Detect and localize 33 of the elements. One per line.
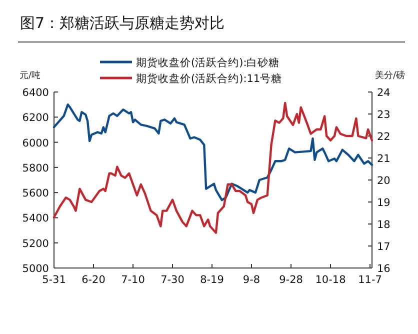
x-tick-label: 6-20 <box>82 274 106 286</box>
x-tick-label: 11-7 <box>358 274 382 286</box>
y2-tick-label: 18 <box>377 219 390 231</box>
y-tick-label: 5400 <box>22 212 49 225</box>
chart-title: 图7：郑糖活跃与原糖走势对比 <box>20 14 225 32</box>
y-tick-label: 5200 <box>22 238 49 250</box>
y2-tick-label: 24 <box>377 87 391 99</box>
y-tick-label: 6000 <box>22 137 49 150</box>
x-tick-label: 9-28 <box>279 274 303 286</box>
x-tick-label: 8-19 <box>200 274 224 286</box>
legend-label: 期货收盘价(活跃合约):白砂糖 <box>136 56 280 69</box>
y2-tick-label: 20 <box>377 175 390 187</box>
y2-tick-label: 16 <box>377 263 391 275</box>
line-series <box>52 103 374 202</box>
x-tick-label: 7-10 <box>121 274 145 286</box>
y-tick-label: 5000 <box>22 263 49 275</box>
y2-tick-label: 19 <box>377 197 390 209</box>
y2-tick-label: 23 <box>377 109 390 121</box>
legend-label: 期货收盘价(活跃合约):11号糖 <box>136 72 282 85</box>
y-tick-label: 5600 <box>22 188 49 200</box>
x-tick-label: 9-8 <box>242 274 260 286</box>
y2-tick-label: 17 <box>377 241 390 253</box>
y2-axis-title: 美分/磅 <box>374 70 406 81</box>
y-tick-label: 6200 <box>22 112 49 124</box>
x-tick-label: 10-18 <box>315 274 346 286</box>
y-axis-title: 元/吨 <box>19 70 41 81</box>
x-tick-label: 5-31 <box>42 274 66 286</box>
y-tick-label: 5800 <box>22 162 49 174</box>
y2-tick-label: 21 <box>377 153 390 165</box>
x-tick-label: 7-30 <box>160 274 184 286</box>
line-series <box>52 102 374 234</box>
y-tick-label: 6400 <box>22 87 49 99</box>
y2-tick-label: 22 <box>377 131 390 143</box>
